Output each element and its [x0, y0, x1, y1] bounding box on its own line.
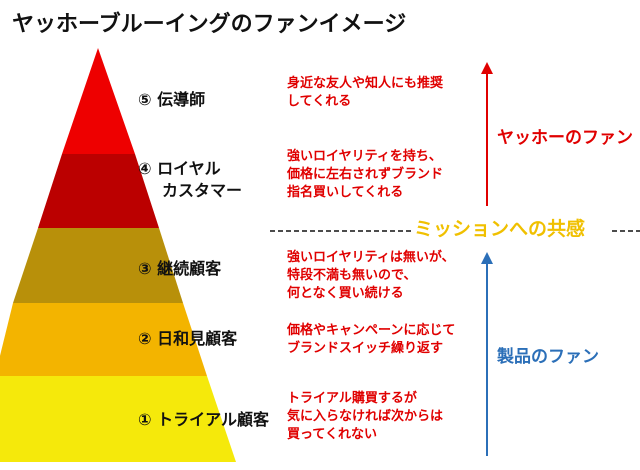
lower-arrowhead-icon: [481, 252, 493, 264]
level-2-description: 価格やキャンペーンに応じて ブランドスイッチ繰り返す: [287, 323, 456, 356]
level-1-label: ① トライアル顧客: [138, 410, 269, 429]
mission-empathy-label: ミッションへの共感: [414, 218, 586, 240]
upper-arrowhead-icon: [481, 62, 493, 74]
level-2-label: ② 日和見顧客: [138, 329, 238, 348]
pyramid-tier-4: [38, 154, 159, 228]
level-5-label: ⑤ 伝導師: [138, 90, 206, 109]
pyramid-tier-2: [0, 303, 207, 376]
yahoo-fan-label: ヤッホーのファン: [497, 128, 633, 148]
level-3-label: ③ 継続顧客: [138, 259, 222, 278]
level-4-label: ④ ロイヤル カスタマー: [138, 159, 243, 200]
product-fan-label: 製品のファン: [497, 347, 599, 367]
level-3-description: 強いロイヤリティは無いが、 特段不満も無いので、 何となく買い続ける: [287, 250, 455, 301]
page-title: ヤッホーブルーイングのファンイメージ: [12, 12, 407, 37]
level-5-description: 身近な友人や知人にも推奨 してくれる: [287, 76, 444, 109]
pyramid-tier-3: [13, 228, 183, 303]
pyramid-tier-5: [62, 48, 135, 154]
level-4-description: 強いロイヤリティを持ち、 価格に左右されずブランド 指名買いしてくれる: [287, 149, 444, 200]
level-1-description: トライアル購買するが 気に入らなければ次からは 買ってくれない: [287, 391, 444, 442]
pyramid-tier-1: [0, 376, 236, 462]
